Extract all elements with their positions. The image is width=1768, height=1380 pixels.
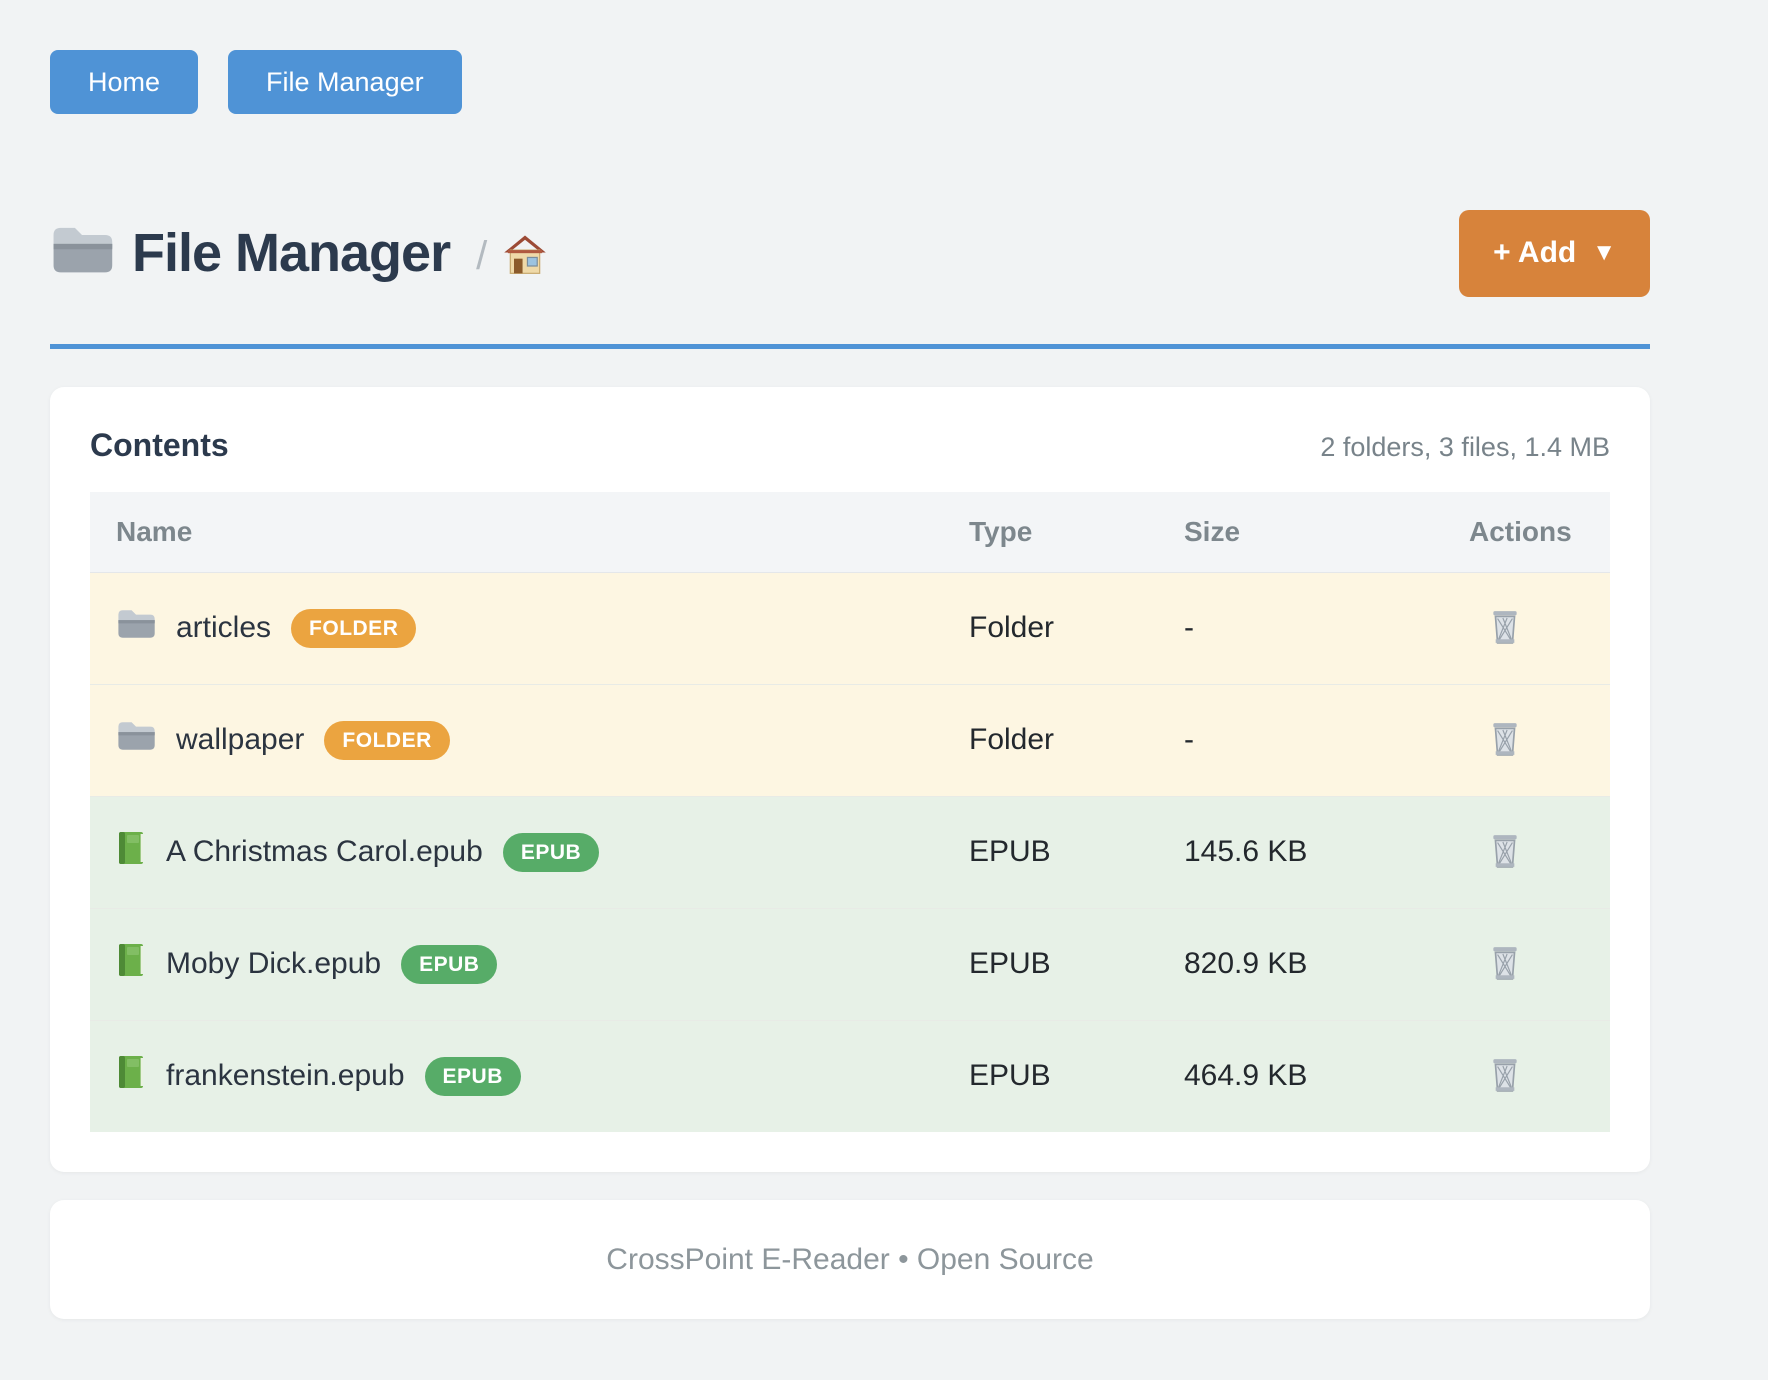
column-header-actions: Actions <box>1445 492 1610 573</box>
table-row: A Christmas Carol.epub EPUB EPUB 145.6 K… <box>90 796 1610 909</box>
column-header-size: Size <box>1160 492 1445 573</box>
type-cell: Folder <box>945 572 1160 685</box>
trash-icon <box>1489 721 1521 760</box>
type-badge: EPUB <box>401 944 498 984</box>
item-name-link[interactable]: articles <box>176 611 272 644</box>
file-manager-button[interactable]: File Manager <box>228 50 462 114</box>
item-name-link[interactable]: frankenstein.epub <box>166 1059 405 1093</box>
type-badge: EPUB <box>424 1056 521 1096</box>
footer-text: CrossPoint E-Reader • Open Source <box>606 1242 1094 1276</box>
column-header-type: Type <box>945 492 1160 573</box>
size-cell: 820.9 KB <box>1160 908 1445 1021</box>
delete-button[interactable] <box>1485 1053 1525 1100</box>
folder-icon <box>50 224 114 283</box>
column-header-name: Name <box>90 492 945 573</box>
footer-card: CrossPoint E-Reader • Open Source <box>50 1200 1650 1319</box>
item-name-link[interactable]: Moby Dick.epub <box>166 947 382 980</box>
table-row: articles FOLDER Folder - <box>90 572 1610 685</box>
table-header-row: Name Type Size Actions <box>90 492 1610 573</box>
home-button[interactable]: Home <box>50 50 199 114</box>
type-cell: Folder <box>945 684 1160 797</box>
add-button-label: + Add <box>1493 236 1577 269</box>
caret-down-icon: ▼ <box>1592 239 1616 266</box>
trash-icon <box>1489 945 1521 984</box>
breadcrumb-separator: / <box>476 233 488 278</box>
book-icon <box>116 942 146 986</box>
type-badge: FOLDER <box>324 720 450 760</box>
type-cell: EPUB <box>945 1020 1160 1132</box>
card-title: Contents <box>90 427 229 463</box>
trash-icon <box>1489 833 1521 872</box>
title-row: File Manager / + Add ▼ <box>50 208 1650 298</box>
contents-summary: 2 folders, 3 files, 1.4 MB <box>1320 432 1610 462</box>
delete-button[interactable] <box>1485 829 1525 876</box>
type-badge: FOLDER <box>291 608 417 648</box>
table-row: frankenstein.epub EPUB EPUB 464.9 KB <box>90 1020 1610 1132</box>
table-row: wallpaper FOLDER Folder - <box>90 684 1610 797</box>
trash-icon <box>1489 609 1521 648</box>
book-icon <box>116 1054 146 1098</box>
size-cell: - <box>1160 572 1445 685</box>
delete-button[interactable] <box>1485 605 1525 652</box>
home-icon[interactable] <box>503 234 547 281</box>
folder-icon <box>116 608 156 649</box>
table-row: Moby Dick.epub EPUB EPUB 820.9 KB <box>90 908 1610 1021</box>
folder-icon <box>116 720 156 761</box>
book-icon <box>116 830 146 874</box>
trash-icon <box>1489 1057 1521 1096</box>
add-button[interactable]: + Add ▼ <box>1459 209 1650 297</box>
delete-button[interactable] <box>1485 717 1525 764</box>
top-nav: Home File Manager <box>50 50 1650 114</box>
delete-button[interactable] <box>1485 941 1525 988</box>
file-table: Name Type Size Actions articles FOLDER F <box>90 492 1610 1132</box>
size-cell: 464.9 KB <box>1160 1020 1445 1132</box>
type-cell: EPUB <box>945 796 1160 909</box>
type-cell: EPUB <box>945 908 1160 1021</box>
item-name-link[interactable]: wallpaper <box>176 723 305 756</box>
size-cell: 145.6 KB <box>1160 796 1445 909</box>
page-title: File Manager <box>132 223 451 283</box>
size-cell: - <box>1160 684 1445 797</box>
contents-card: Contents 2 folders, 3 files, 1.4 MB Name… <box>50 387 1650 1172</box>
item-name-link[interactable]: A Christmas Carol.epub <box>166 835 483 868</box>
type-badge: EPUB <box>502 832 600 872</box>
page: Home File Manager File Manager / <box>50 0 1650 1319</box>
title-divider <box>50 344 1650 349</box>
